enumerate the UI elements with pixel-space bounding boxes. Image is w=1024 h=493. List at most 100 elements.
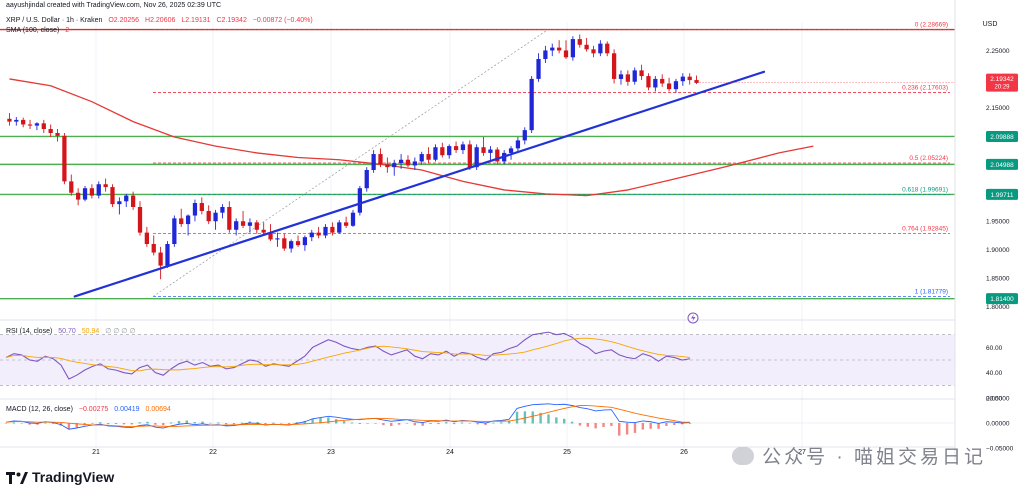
price-label-text: 1.99711 — [990, 192, 1013, 199]
macd-histogram-bar — [405, 423, 409, 424]
candle — [192, 199, 198, 222]
macd-histogram-bar — [413, 423, 417, 426]
candle-body — [371, 154, 376, 170]
time-label: 27 — [798, 449, 806, 456]
candle-body — [481, 147, 486, 153]
candle-body — [96, 184, 101, 196]
candle-body — [694, 80, 699, 83]
candle — [343, 216, 349, 229]
rsi-axis-tick: 40.00 — [986, 370, 1003, 377]
symbol-legend[interactable]: XRP / U.S. Dollar · 1h · Kraken O2.20256… — [6, 17, 317, 24]
price-tick: 1.95000 — [986, 219, 1010, 226]
candle — [371, 150, 376, 173]
symbol-title[interactable]: XRP / U.S. Dollar · 1h · Kraken — [6, 17, 103, 24]
candle-body — [158, 252, 163, 266]
candle-body — [584, 44, 589, 50]
macd-histogram-bar — [327, 417, 330, 424]
candle — [392, 159, 397, 176]
candle — [563, 40, 569, 59]
macd-histogram-bar — [138, 422, 141, 424]
candle — [261, 222, 266, 236]
candle — [295, 235, 301, 247]
candle-body — [220, 207, 225, 213]
candle-body — [350, 212, 356, 226]
brand-name: TradingView — [32, 469, 115, 485]
candle-body — [460, 144, 466, 151]
candle — [447, 144, 452, 159]
tradingview-brand[interactable]: TradingView — [6, 469, 114, 485]
macd-histogram-bar — [358, 423, 361, 425]
bullish-trendline — [73, 70, 766, 298]
candle — [158, 246, 163, 280]
macd-axis-tick: 0.05000 — [986, 396, 1010, 403]
candle — [220, 204, 225, 219]
candle — [605, 41, 610, 57]
macd-histogram-bar — [547, 414, 550, 424]
macd-histogram-bar — [437, 423, 440, 425]
macd-histogram-bar — [468, 422, 472, 424]
macd-histogram-bar — [563, 418, 566, 424]
macd-pane — [0, 403, 955, 436]
wechat-watermark: 公众号 · 喵姐交易日记 — [732, 442, 986, 469]
candle — [481, 136, 486, 156]
macd-signal-line — [5, 405, 691, 428]
macd-histogram-bar — [523, 411, 527, 424]
candle — [275, 232, 280, 247]
candle — [433, 144, 438, 162]
macd-histogram-bar — [555, 417, 558, 424]
macd-histogram-bar — [610, 423, 613, 426]
macd-histogram-bar — [67, 423, 71, 430]
macd-histogram-bar — [445, 422, 448, 424]
macd-legend[interactable]: MACD (12, 26, close) −0.00275 0.00419 0.… — [6, 406, 175, 413]
candle — [557, 40, 562, 54]
fib-level-label: 0.5 (2.05224) — [909, 155, 948, 162]
candle — [206, 205, 211, 225]
candle — [240, 210, 246, 229]
candle — [495, 147, 500, 165]
candle-body — [357, 188, 363, 213]
sma-legend[interactable]: SMA (100, close) 2 — [6, 27, 73, 34]
price-axis[interactable]: USD 2.25000 2.15000 1.95000 1.90000 1.85000 1.… — [699, 0, 1018, 460]
candle-body — [199, 203, 204, 211]
macd-histogram-bar — [531, 411, 534, 424]
candle-body — [488, 149, 493, 153]
macd-histogram-bar — [390, 423, 393, 426]
macd-histogram-bar — [264, 423, 267, 425]
current-price-text: 2.19342 — [990, 76, 1014, 83]
candle-body — [337, 222, 342, 233]
rsi-legend[interactable]: RSI (14, close) 50.70 50.94 ∅ ∅ ∅ ∅ — [6, 327, 139, 335]
macd-histogram-bar — [366, 423, 369, 424]
candle — [515, 136, 521, 152]
candle-body — [82, 188, 88, 200]
macd-histogram-bar — [232, 423, 236, 425]
currency-label: USD — [983, 21, 998, 28]
macd-histogram-bar — [397, 423, 401, 425]
candle-body — [515, 140, 521, 149]
rsi-value: 50.70 — [58, 328, 76, 335]
rsi-label: RSI (14, close) — [6, 328, 53, 335]
macd-histogram-bar — [28, 423, 31, 425]
macd-histogram-bar — [36, 423, 39, 425]
price-tick: 1.80000 — [986, 304, 1010, 311]
chart-extras — [0, 312, 955, 448]
candle — [660, 74, 665, 87]
candle-body — [227, 207, 232, 230]
rsi-pane — [0, 331, 955, 386]
candle — [7, 113, 12, 126]
trendline[interactable] — [73, 70, 766, 298]
fib-level-label: 0 (2.28669) — [915, 22, 948, 29]
macd-histogram-bar — [12, 422, 16, 424]
candle-body — [653, 78, 658, 88]
candle — [309, 229, 314, 242]
sma-value: 2 — [65, 27, 70, 34]
macd-histogram-bar — [51, 423, 55, 424]
macd-histogram-value: −0.00275 — [78, 406, 109, 413]
price-tick: 2.25000 — [986, 48, 1010, 55]
time-axis[interactable]: 21 22 23 24 25 26 27 — [92, 449, 806, 456]
candle — [144, 226, 149, 247]
fib-level-label: 0.236 (2.17603) — [902, 85, 948, 92]
macd-histogram-bar — [311, 418, 314, 424]
candle — [76, 188, 81, 206]
candle — [179, 208, 184, 227]
